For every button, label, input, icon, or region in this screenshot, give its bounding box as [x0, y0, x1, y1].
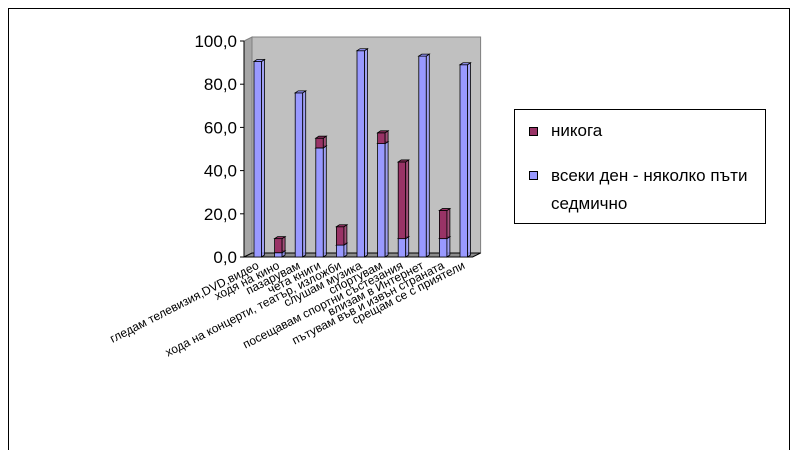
legend-label-never: никога	[551, 121, 603, 140]
bar-daily	[252, 58, 266, 258]
side-wall	[243, 36, 253, 258]
bar-daily	[314, 145, 328, 258]
bar-daily	[293, 90, 308, 258]
bar-never	[273, 235, 287, 254]
legend: никога всеки ден - няколко пъти седмично	[514, 109, 766, 224]
y-tick-label: 80,0	[204, 75, 237, 94]
x-tick-label: гледам телевизия,DVD,видео	[107, 258, 261, 346]
legend-swatch-daily	[529, 171, 538, 180]
y-tick-label: 100,0	[194, 32, 237, 51]
bar-never	[376, 130, 390, 145]
bar-daily	[376, 140, 390, 258]
bar-daily	[417, 53, 431, 258]
y-tick-label: 0,0	[213, 248, 237, 267]
legend-swatch-never	[529, 127, 538, 136]
bar-daily	[458, 62, 472, 258]
bar-daily	[438, 235, 452, 258]
bars	[252, 47, 472, 258]
bar-daily	[396, 235, 411, 258]
bar-never	[396, 159, 411, 240]
bar-never	[438, 207, 452, 240]
chart-frame	[8, 8, 790, 450]
y-tick-label: 40,0	[204, 162, 237, 181]
bar-never	[335, 224, 349, 246]
bar-never	[314, 135, 328, 149]
y-tick-label: 60,0	[204, 118, 237, 137]
legend-label-daily: всеки ден - няколко пъти седмично	[551, 166, 748, 213]
y-tick-label: 20,0	[204, 205, 237, 224]
bar-daily	[355, 47, 369, 258]
